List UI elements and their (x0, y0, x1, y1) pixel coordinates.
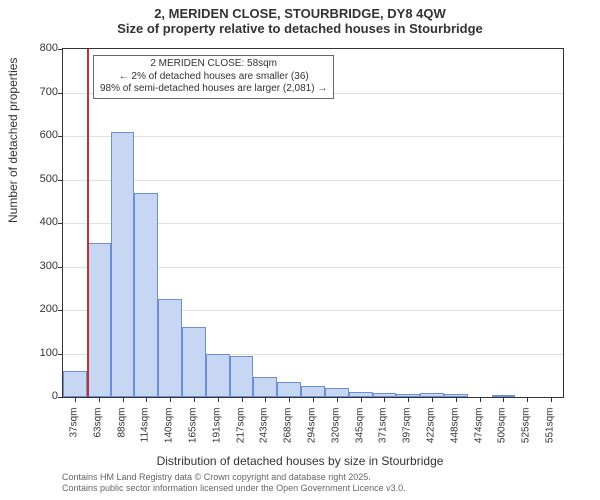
xtick-mark (408, 397, 409, 402)
ytick-label: 600 (18, 129, 58, 141)
chart-subtitle: Size of property relative to detached ho… (0, 21, 600, 36)
info-line: 2 MERIDEN CLOSE: 58sqm (100, 58, 327, 71)
histogram-bar (63, 371, 87, 397)
xtick-label: 268sqm (283, 408, 294, 456)
ytick-mark (58, 136, 63, 137)
ytick-label: 500 (18, 173, 58, 185)
xtick-mark (218, 397, 219, 402)
plot-area: 2 MERIDEN CLOSE: 58sqm ← 2% of detached … (62, 48, 564, 398)
histogram-bar (206, 354, 230, 398)
histogram-bar (182, 327, 206, 397)
xtick-mark (242, 397, 243, 402)
xtick-mark (146, 397, 147, 402)
xtick-mark (551, 397, 552, 402)
xtick-label: 525sqm (521, 408, 532, 456)
info-line: 98% of semi-detached houses are larger (… (100, 83, 327, 96)
ytick-label: 0 (18, 390, 58, 402)
xtick-label: 217sqm (235, 408, 246, 456)
ytick-mark (58, 397, 63, 398)
gridline (63, 136, 563, 137)
ytick-mark (58, 93, 63, 94)
ytick-label: 700 (18, 86, 58, 98)
marker-info-box: 2 MERIDEN CLOSE: 58sqm ← 2% of detached … (93, 55, 334, 99)
xtick-mark (123, 397, 124, 402)
xtick-label: 345sqm (354, 408, 365, 456)
xtick-label: 551sqm (545, 408, 556, 456)
xtick-mark (194, 397, 195, 402)
histogram-bar (253, 377, 277, 397)
caption-line: Contains HM Land Registry data © Crown c… (62, 472, 406, 483)
x-axis-label: Distribution of detached houses by size … (0, 454, 600, 468)
xtick-mark (432, 397, 433, 402)
xtick-mark (456, 397, 457, 402)
info-line: ← 2% of detached houses are smaller (36) (100, 71, 327, 84)
xtick-mark (170, 397, 171, 402)
xtick-mark (384, 397, 385, 402)
xtick-mark (527, 397, 528, 402)
ytick-mark (58, 180, 63, 181)
xtick-label: 165sqm (187, 408, 198, 456)
histogram-bar (111, 132, 135, 397)
ytick-label: 800 (18, 42, 58, 54)
xtick-label: 448sqm (449, 408, 460, 456)
xtick-label: 320sqm (330, 408, 341, 456)
xtick-label: 500sqm (497, 408, 508, 456)
title-block: 2, MERIDEN CLOSE, STOURBRIDGE, DY8 4QW S… (0, 0, 600, 36)
histogram-bar (277, 382, 301, 397)
xtick-mark (99, 397, 100, 402)
histogram-bar (134, 193, 158, 397)
xtick-mark (265, 397, 266, 402)
xtick-label: 88sqm (116, 408, 127, 456)
xtick-label: 371sqm (378, 408, 389, 456)
xtick-label: 243sqm (259, 408, 270, 456)
xtick-label: 191sqm (211, 408, 222, 456)
xtick-mark (480, 397, 481, 402)
histogram-bar (230, 356, 254, 397)
xtick-label: 140sqm (164, 408, 175, 456)
xtick-label: 474sqm (473, 408, 484, 456)
ytick-mark (58, 354, 63, 355)
xtick-mark (361, 397, 362, 402)
ytick-label: 400 (18, 216, 58, 228)
ytick-mark (58, 223, 63, 224)
ytick-mark (58, 310, 63, 311)
xtick-mark (289, 397, 290, 402)
xtick-mark (75, 397, 76, 402)
ytick-label: 300 (18, 260, 58, 272)
xtick-label: 37sqm (68, 408, 79, 456)
chart-title: 2, MERIDEN CLOSE, STOURBRIDGE, DY8 4QW (0, 6, 600, 21)
gridline (63, 180, 563, 181)
xtick-mark (337, 397, 338, 402)
caption-line: Contains public sector information licen… (62, 483, 406, 494)
xtick-label: 422sqm (426, 408, 437, 456)
xtick-label: 397sqm (402, 408, 413, 456)
xtick-label: 114sqm (140, 408, 151, 456)
xtick-label: 294sqm (307, 408, 318, 456)
xtick-mark (313, 397, 314, 402)
ytick-label: 100 (18, 347, 58, 359)
histogram-bar (158, 299, 182, 397)
histogram-bar (301, 386, 325, 397)
property-marker-line (87, 49, 89, 397)
histogram-bar (87, 243, 111, 397)
xtick-mark (503, 397, 504, 402)
xtick-label: 63sqm (92, 408, 103, 456)
chart-container: 2, MERIDEN CLOSE, STOURBRIDGE, DY8 4QW S… (0, 0, 600, 500)
ytick-mark (58, 49, 63, 50)
ytick-label: 200 (18, 303, 58, 315)
caption: Contains HM Land Registry data © Crown c… (62, 472, 406, 494)
histogram-bar (325, 388, 349, 397)
ytick-mark (58, 267, 63, 268)
